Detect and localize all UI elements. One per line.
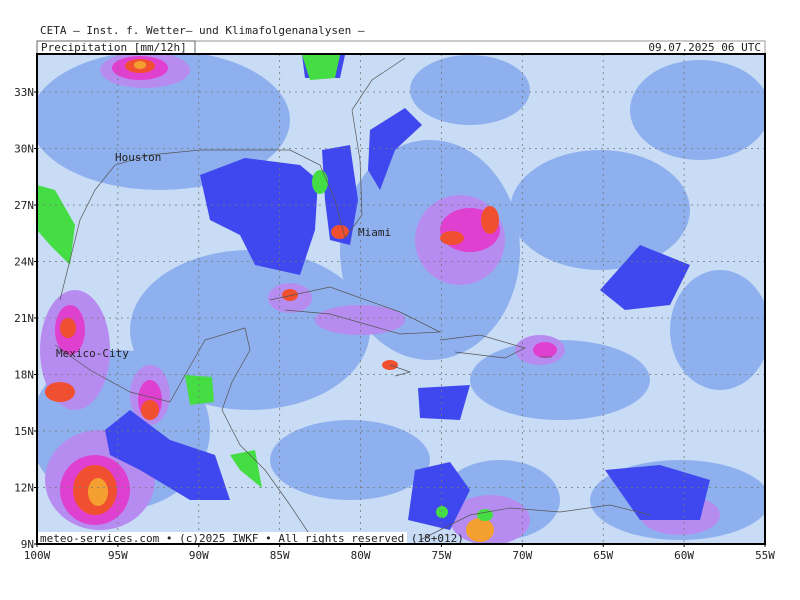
coastlines bbox=[54, 57, 651, 541]
city-label: Mexico-City bbox=[56, 347, 129, 360]
lat-label: 9N bbox=[21, 538, 34, 551]
city-label: Houston bbox=[115, 151, 161, 164]
lat-label: 15N bbox=[14, 425, 34, 438]
lon-label: 70W bbox=[512, 549, 532, 562]
lon-label: 60W bbox=[674, 549, 694, 562]
lat-label: 30N bbox=[14, 143, 34, 156]
lon-label: 100W bbox=[24, 549, 51, 562]
lat-label: 24N bbox=[14, 256, 34, 269]
lat-label: 21N bbox=[14, 312, 34, 325]
parameter: Precipitation [mm/12h] bbox=[41, 41, 187, 54]
lon-label: 85W bbox=[270, 549, 290, 562]
lat-label: 12N bbox=[14, 482, 34, 495]
title: CETA – Inst. f. Wetter– und Klimafolgena… bbox=[40, 24, 365, 37]
precip-field: meteo-services.com • (c)2025 IWKF • All … bbox=[37, 54, 765, 545]
lat-label: 27N bbox=[14, 199, 34, 212]
lat-label: 33N bbox=[14, 86, 34, 99]
lon-label: 65W bbox=[593, 549, 613, 562]
graticule bbox=[37, 54, 765, 544]
lon-label: 90W bbox=[189, 549, 209, 562]
map-frame bbox=[36, 53, 766, 545]
lon-label: 80W bbox=[351, 549, 371, 562]
footer-bg bbox=[37, 532, 407, 544]
lat-label: 18N bbox=[14, 369, 34, 382]
lon-label: 75W bbox=[432, 549, 452, 562]
lon-label: 95W bbox=[108, 549, 128, 562]
lon-label: 55W bbox=[755, 549, 775, 562]
footer: meteo-services.com • (c)2025 IWKF • All … bbox=[40, 532, 464, 545]
city-label: Miami bbox=[358, 226, 391, 239]
valid-time: 09.07.2025 06 UTC bbox=[648, 41, 761, 54]
